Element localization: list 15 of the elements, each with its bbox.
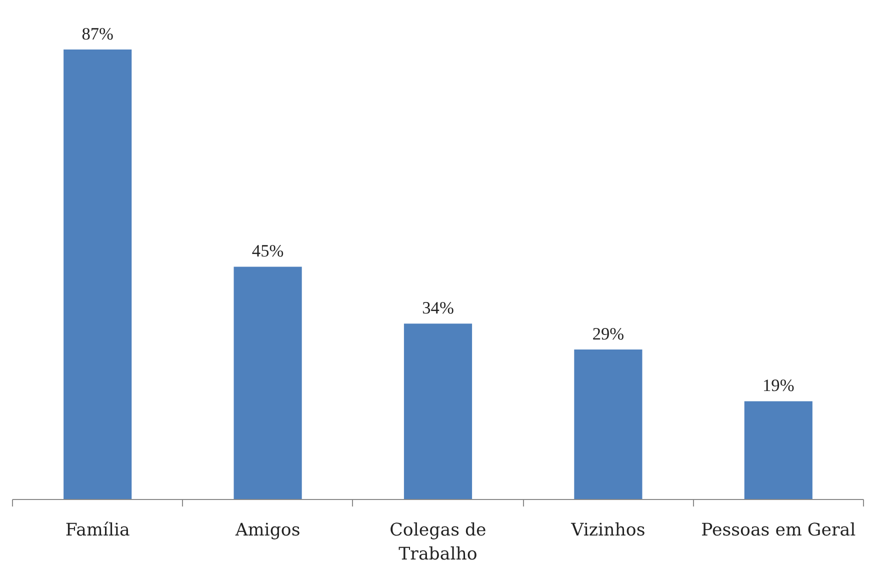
bar xyxy=(234,266,302,500)
bar xyxy=(404,324,472,500)
x-tick-label: Família xyxy=(65,520,130,540)
bar xyxy=(64,50,132,500)
bar xyxy=(744,401,812,500)
data-label: 34% xyxy=(422,298,454,318)
data-label: 45% xyxy=(252,242,284,261)
data-label: 19% xyxy=(762,376,794,396)
bar xyxy=(574,350,642,500)
x-tick-label: Colegas de Trabalho xyxy=(390,520,486,564)
x-tick-label: Pessoas em Geral xyxy=(701,520,856,540)
data-label: 87% xyxy=(82,24,114,44)
x-tick-label: Amigos xyxy=(234,520,300,540)
data-label: 29% xyxy=(592,324,624,344)
x-tick-label: Vizinhos xyxy=(570,520,646,540)
